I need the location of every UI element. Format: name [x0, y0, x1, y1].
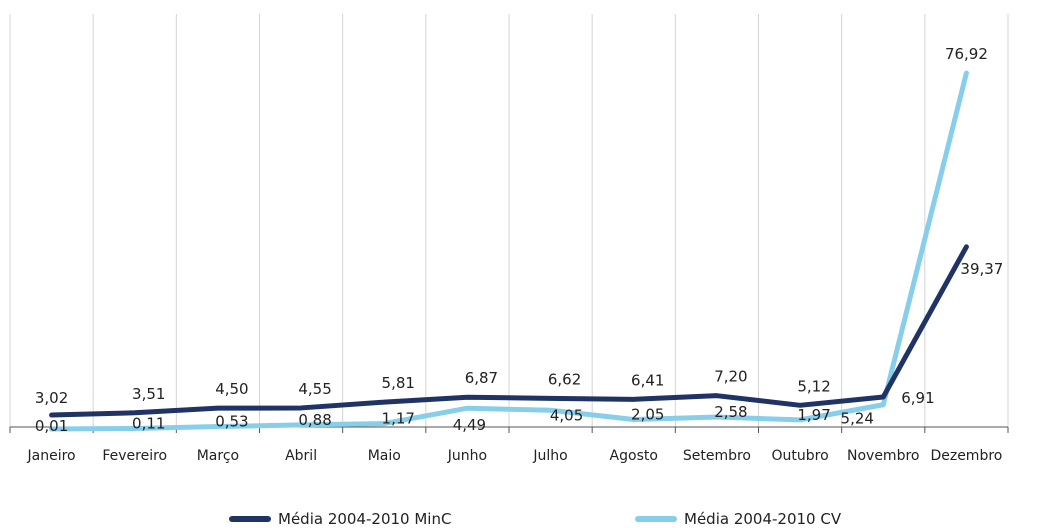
- data-label-minc: 39,37: [960, 260, 1003, 278]
- x-tick-label: Março: [197, 448, 239, 464]
- data-label-minc: 4,50: [215, 380, 248, 398]
- legend-label: Média 2004-2010 CV: [684, 510, 842, 528]
- data-label-minc: 6,62: [548, 370, 581, 388]
- data-label-minc: 5,81: [382, 374, 415, 392]
- data-label-minc: 7,20: [714, 368, 747, 386]
- x-tick-label: Dezembro: [930, 448, 1002, 464]
- data-label-cv: 0,11: [132, 414, 165, 432]
- data-label-cv: 2,05: [631, 406, 664, 424]
- data-label-cv: 0,01: [35, 417, 68, 435]
- data-label-cv: 5,24: [841, 410, 874, 428]
- data-label-minc: 6,91: [901, 389, 934, 407]
- grid-lines: [9, 14, 1009, 427]
- series-line-0: [49, 244, 969, 418]
- legend-label: Média 2004-2010 MinC: [278, 510, 451, 528]
- x-tick-label: Novembro: [847, 448, 919, 464]
- x-tick-label: Julho: [532, 448, 567, 464]
- x-tick-label: Outubro: [772, 448, 829, 464]
- data-label-cv: 76,92: [945, 45, 988, 63]
- x-tick-label: Janeiro: [27, 448, 76, 464]
- x-tick-label: Maio: [368, 448, 401, 464]
- x-tick-label: Setembro: [683, 448, 751, 464]
- legend: Média 2004-2010 MinC Média 2004-2010 CV: [229, 510, 842, 528]
- x-tick-label: Agosto: [610, 448, 658, 464]
- data-label-cv: 1,97: [797, 406, 830, 424]
- x-axis-tick-labels: Janeiro Fevereiro Março Abril Maio Junho Julho…: [27, 448, 1003, 464]
- x-tick-label: Fevereiro: [102, 448, 167, 464]
- series-lines: [49, 70, 969, 432]
- data-label-cv: 4,49: [453, 416, 486, 434]
- data-label-cv: 4,05: [550, 406, 583, 424]
- data-label-cv: 2,58: [714, 403, 747, 421]
- series-line-1: [49, 70, 969, 432]
- data-label-minc: 3,51: [132, 385, 165, 403]
- data-label-minc: 3,02: [35, 389, 68, 407]
- data-label-minc: 5,12: [797, 377, 830, 395]
- data-label-minc: 4,55: [298, 380, 331, 398]
- data-label-cv: 0,53: [215, 413, 248, 431]
- data-label-minc: 6,41: [631, 371, 664, 389]
- data-labels: 3,02 3,51 4,50 4,55 5,81 6,87 6,62 6,41 7,20 5,12…: [35, 45, 1003, 435]
- data-label-cv: 1,17: [382, 410, 415, 428]
- data-label-cv: 0,88: [298, 411, 331, 429]
- x-tick-label: Abril: [285, 448, 317, 464]
- x-tick-label: Junho: [447, 448, 487, 464]
- data-label-minc: 6,87: [465, 369, 498, 387]
